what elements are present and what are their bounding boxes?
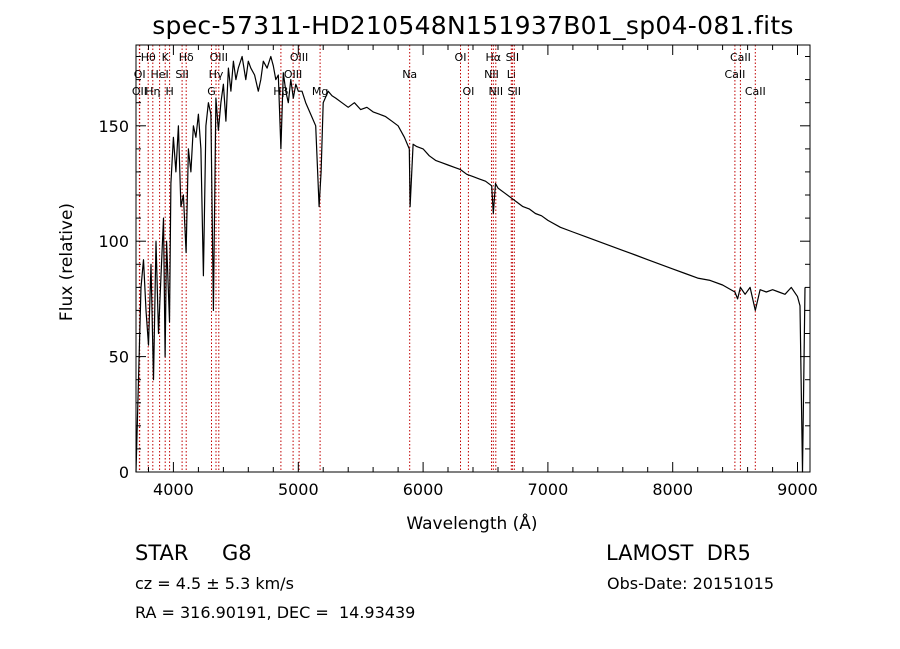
axis-ticks: 4000 5000 6000 7000 8000 9000 0 50 100 150 xyxy=(98,45,818,499)
y-tick-label: 0 xyxy=(119,463,129,482)
survey-release: LAMOST DR5 xyxy=(606,541,751,565)
y-tick-label: 50 xyxy=(109,348,129,367)
y-axis-label: Flux (relative) xyxy=(57,203,77,321)
line-marker-label-10: Hγ xyxy=(209,68,224,81)
x-tick-label: 7000 xyxy=(528,480,569,499)
line-marker-label-17: OI xyxy=(455,51,467,64)
x-tick-label: 6000 xyxy=(403,480,444,499)
line-marker-label-0: Hθ xyxy=(141,51,156,64)
line-marker-label-13: OIII xyxy=(284,68,302,81)
line-marker-label-11: G xyxy=(207,85,216,98)
line-marker-label-12: OIII xyxy=(290,51,308,64)
redshift-velocity: cz = 4.5 ± 5.3 km/s xyxy=(135,574,294,593)
line-marker-label-20: SII xyxy=(506,51,519,64)
observation-date: Obs-Date: 20151015 xyxy=(607,574,775,593)
line-marker-label-16: Na xyxy=(402,68,417,81)
spectrum-series xyxy=(135,55,806,473)
line-marker-label-21: NII xyxy=(484,68,499,81)
line-marker-label-25: CaII xyxy=(730,51,751,64)
line-marker-label-19: Hα xyxy=(486,51,502,64)
line-marker-label-14: Hβ xyxy=(273,85,288,98)
line-markers: HθKHδOIHeISIIOIIHηHOIIIHγGOIIIOIIIHβMgNa… xyxy=(132,45,766,472)
chart-title: spec-57311-HD210548N151937B01_sp04-081.f… xyxy=(152,11,794,40)
x-tick-label: 4000 xyxy=(153,480,194,499)
line-marker-label-7: Hη xyxy=(145,85,160,98)
line-marker-label-22: Li xyxy=(507,68,516,81)
y-tick-label: 100 xyxy=(98,232,129,251)
line-marker-label-4: HeI xyxy=(150,68,168,81)
line-marker-label-27: CaII xyxy=(745,85,766,98)
x-axis-label: Wavelength (Å) xyxy=(406,512,537,534)
line-marker-label-23: NII xyxy=(488,85,503,98)
line-marker-label-18: OI xyxy=(462,85,474,98)
line-marker-label-24: SII xyxy=(508,85,521,98)
y-tick-label: 150 xyxy=(98,117,129,136)
spectrum-line-0 xyxy=(135,55,806,473)
line-marker-label-9: OIII xyxy=(210,51,228,64)
x-tick-label: 5000 xyxy=(278,480,319,499)
line-marker-label-2: Hδ xyxy=(179,51,194,64)
plot-frame xyxy=(135,44,811,473)
line-marker-label-26: CaII xyxy=(724,68,745,81)
x-tick-label: 9000 xyxy=(777,480,818,499)
ra-dec-coordinates: RA = 316.90191, DEC = 14.93439 xyxy=(135,603,416,622)
x-tick-label: 8000 xyxy=(652,480,693,499)
line-marker-label-5: SII xyxy=(175,68,188,81)
object-class: STAR xyxy=(135,541,189,565)
object-subclass: G8 xyxy=(222,541,252,565)
line-marker-label-15: Mg xyxy=(312,85,328,98)
line-marker-label-1: K xyxy=(162,51,170,64)
line-marker-label-8: H xyxy=(165,85,173,98)
